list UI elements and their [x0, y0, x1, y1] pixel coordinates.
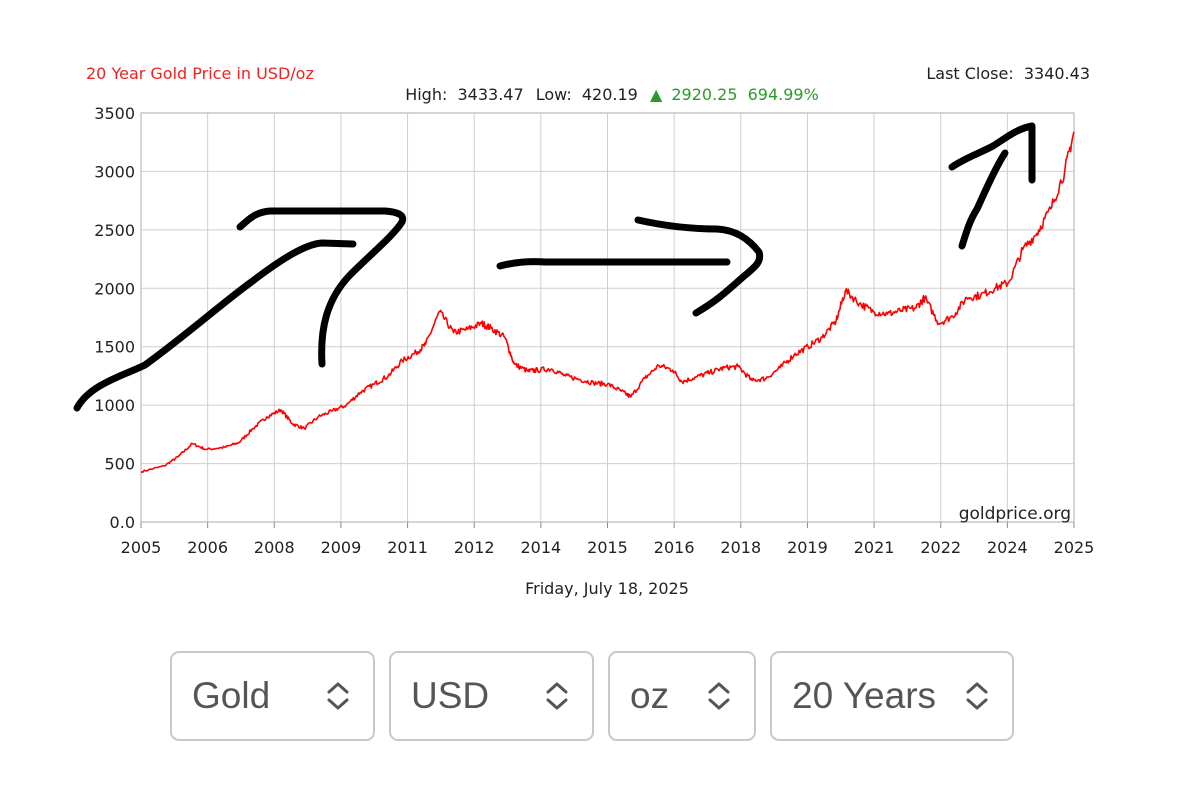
- currency-select[interactable]: USD: [389, 651, 594, 741]
- updown-chevron-icon: [966, 682, 988, 710]
- unit-select[interactable]: oz: [608, 651, 756, 741]
- hand-drawn-arrow-rise-2023: [958, 149, 1009, 250]
- metal-select[interactable]: Gold: [170, 651, 375, 741]
- x-tick-label: 2012: [454, 538, 495, 557]
- x-tick-label: 2016: [654, 538, 695, 557]
- hand-drawn-arrow-flat: [496, 258, 731, 270]
- y-tick-label: 2000: [94, 279, 135, 298]
- updown-chevron-icon: [327, 682, 349, 710]
- x-tick-label: 2022: [920, 538, 961, 557]
- watermark: goldprice.org: [959, 504, 1071, 524]
- hand-drawn-arrow-rise-2022: [948, 122, 1036, 184]
- gold-price-chart: 20 Year Gold Price in USD/oz High: 3433.…: [73, 64, 1095, 598]
- hand-drawn-arrow-rise-2005: [73, 239, 357, 412]
- change-value: 2920.25: [671, 85, 737, 104]
- plot-frame: [140, 112, 1075, 523]
- period-select-value: 20 Years: [792, 675, 937, 716]
- y-axis-ticks: 0.0 500 1000 1500 2000 2500 3000 3500: [94, 104, 135, 532]
- hand-drawn-arrow-hook-2009: [236, 207, 407, 368]
- last-close-label: Last Close:: [926, 64, 1013, 83]
- x-tick-label: 2015: [587, 538, 628, 557]
- last-close-value: 3340.43: [1024, 64, 1090, 83]
- chart-controls: Gold USD oz 20 Years: [170, 651, 1014, 741]
- x-tick-label: 2014: [520, 538, 561, 557]
- x-tick-label: 2008: [254, 538, 295, 557]
- y-tick-label: 3000: [94, 162, 135, 181]
- x-tick-label: 2024: [987, 538, 1028, 557]
- low-label: Low:: [536, 85, 572, 104]
- currency-select-value: USD: [411, 675, 490, 716]
- chart-date: Friday, July 18, 2025: [525, 579, 689, 598]
- x-tick-label: 2005: [121, 538, 162, 557]
- unit-select-value: oz: [630, 675, 670, 716]
- y-tick-label: 3500: [94, 104, 135, 123]
- x-tick-label: 2018: [720, 538, 761, 557]
- high-value: 3433.47: [457, 85, 523, 104]
- y-tick-label: 500: [104, 455, 135, 474]
- updown-chevron-icon: [546, 682, 568, 710]
- y-tick-label: 1500: [94, 338, 135, 357]
- series-line-gold: [140, 131, 1075, 473]
- y-tick-label: 1000: [94, 396, 135, 415]
- high-label: High:: [405, 85, 447, 104]
- chart-grid: [140, 112, 1075, 523]
- x-tick-label: 2019: [787, 538, 828, 557]
- x-tick-label: 2009: [321, 538, 362, 557]
- period-select[interactable]: 20 Years: [770, 651, 1014, 741]
- x-axis-ticks: 2005 2006 2008 2009 2011 2012 2014 2015 2016 2018…: [121, 522, 1095, 557]
- change-percent: 694.99%: [748, 85, 819, 104]
- x-tick-label: 2006: [187, 538, 228, 557]
- y-tick-label: 0.0: [110, 513, 135, 532]
- metal-select-value: Gold: [192, 675, 271, 716]
- hand-drawn-arrow-flat-head: [634, 216, 764, 317]
- low-value: 420.19: [582, 85, 638, 104]
- updown-chevron-icon: [708, 682, 730, 710]
- x-tick-label: 2011: [387, 538, 428, 557]
- x-tick-label: 2025: [1054, 538, 1095, 557]
- y-tick-label: 2500: [94, 221, 135, 240]
- price-stats: High: 3433.47 Low: 420.19 ▲ 2920.25 694.…: [405, 85, 819, 104]
- hand-drawn-arrows: [73, 122, 1036, 412]
- change-up-arrow-icon: ▲: [650, 85, 663, 104]
- chart-title: 20 Year Gold Price in USD/oz: [86, 64, 314, 83]
- x-tick-label: 2021: [854, 538, 895, 557]
- last-close: Last Close: 3340.43: [926, 64, 1090, 83]
